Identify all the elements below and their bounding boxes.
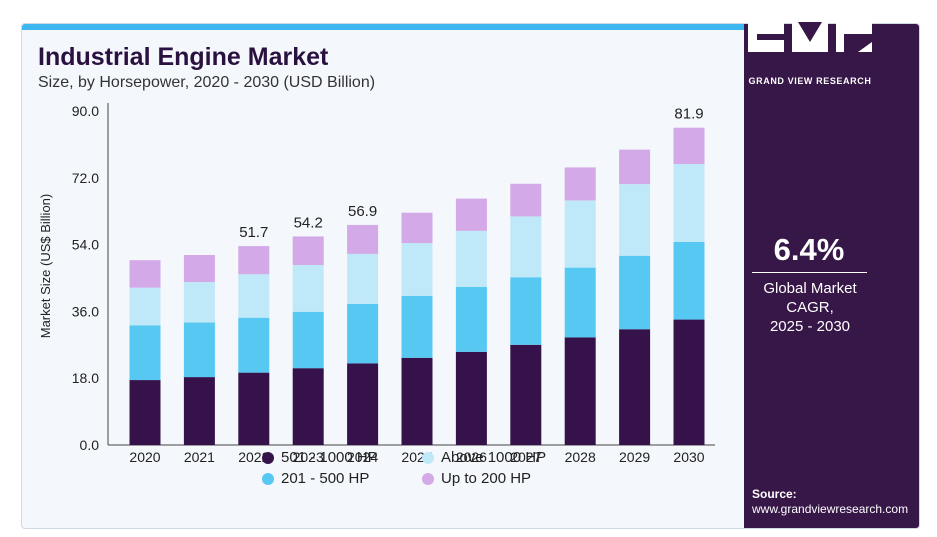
bar-segment-2023-2 — [292, 265, 324, 312]
legend-swatch-up-to-200 — [422, 472, 434, 485]
bar-segment-2029-0 — [619, 329, 651, 445]
bar-segment-2028-1 — [564, 267, 596, 338]
bar-segment-2022-3 — [238, 246, 270, 275]
bar-segment-2023-3 — [292, 236, 324, 266]
legend-item-201-500: 201 - 500 HP — [262, 470, 369, 487]
bar-segment-2020-2 — [129, 287, 161, 326]
y-tick-label: 18.0 — [72, 370, 99, 386]
accent-bar — [22, 24, 744, 30]
bar-segment-2024-2 — [347, 253, 379, 304]
legend-label-above-1000: Above 1000 HP — [441, 449, 547, 466]
bar-segment-2029-2 — [619, 184, 651, 256]
bar-segment-2029-1 — [619, 255, 651, 330]
cagr-label: Global Market CAGR, 2025 - 2030 — [740, 279, 880, 336]
y-tick-label: 0.0 — [80, 437, 100, 453]
cagr-value: 6.4% — [773, 232, 845, 267]
bar-segment-2026-3 — [455, 198, 487, 231]
source-label: Source: — [752, 487, 797, 501]
bar-segment-2020-1 — [129, 325, 161, 381]
y-tick-label: 36.0 — [72, 303, 99, 319]
chart-subtitle: Size, by Horsepower, 2020 - 2030 (USD Bi… — [38, 74, 376, 91]
side-panel — [744, 24, 919, 528]
bar-segment-2026-0 — [455, 351, 487, 445]
total-label-2022: 51.7 — [239, 224, 268, 241]
y-tick-label: 72.0 — [72, 170, 99, 186]
x-tick-label: 2021 — [184, 449, 215, 465]
bar-segment-2028-2 — [564, 200, 596, 268]
bar-segment-2028-0 — [564, 337, 596, 445]
cagr-label-line2: 2025 - 2030 — [769, 318, 851, 335]
legend-label-201-500: 201 - 500 HP — [281, 470, 370, 487]
total-label-2030: 81.9 — [674, 106, 703, 123]
x-tick-label: 2029 — [619, 449, 650, 465]
bar-segment-2026-2 — [455, 230, 487, 287]
x-tick-label: 2023 — [293, 449, 324, 465]
x-tick-label: 2030 — [673, 449, 704, 465]
bar-segment-2025-3 — [401, 212, 433, 244]
x-tick-label: 2020 — [129, 449, 160, 465]
bar-segment-2026-1 — [455, 286, 487, 352]
bar-segment-2021-0 — [183, 377, 215, 445]
total-label-2024: 56.9 — [348, 203, 377, 220]
brand-name: GRAND VIEW RESEARCH — [748, 76, 872, 86]
legend-item-up-to-200: Up to 200 HP — [422, 470, 531, 487]
bar-segment-2025-0 — [401, 357, 433, 445]
bar-segment-2025-1 — [401, 295, 433, 358]
legend-label-501-1000: 501 - 1000 HP — [281, 449, 378, 466]
bar-segment-2022-1 — [238, 317, 270, 373]
bar-segment-2021-2 — [183, 282, 215, 323]
source-url[interactable]: www.grandviewresearch.com — [752, 502, 909, 516]
total-label-2023: 54.2 — [294, 214, 323, 231]
y-tick-label: 54.0 — [72, 237, 99, 253]
x-tick-label: 2028 — [565, 449, 596, 465]
bar-segment-2023-1 — [292, 311, 324, 369]
bar-segment-2020-0 — [129, 380, 161, 445]
bar-segment-2020-3 — [129, 260, 161, 288]
legend-swatch-201-500 — [262, 472, 274, 485]
bar-segment-2030-0 — [673, 319, 705, 445]
x-tick-label: 2022 — [238, 449, 269, 465]
legend-item-above-1000: Above 1000 HP — [422, 449, 546, 466]
bar-segment-2022-2 — [238, 274, 270, 318]
y-tick-label: 90.0 — [72, 103, 99, 119]
bar-chart: 0.0 18.0 36.0 54.0 72.0 90.0 Market Size (US$ … — [38, 103, 715, 465]
bar-segment-2030-2 — [673, 164, 705, 243]
bar-segment-2027-3 — [510, 183, 542, 217]
bar-segment-2028-3 — [564, 167, 596, 201]
bar-segment-2024-0 — [347, 363, 379, 445]
y-axis-label: Market Size (US$ Billion) — [38, 194, 53, 339]
legend-label-up-to-200: Up to 200 HP — [441, 470, 532, 487]
bar-segment-2027-0 — [510, 344, 542, 445]
x-tick-label: 2027 — [510, 449, 541, 465]
x-tick-label: 2024 — [347, 449, 378, 465]
bar-segment-2021-3 — [183, 254, 215, 283]
bar-segment-2021-1 — [183, 322, 215, 378]
bar-segment-2027-2 — [510, 216, 542, 278]
bar-segment-2023-0 — [292, 368, 324, 445]
cagr-divider — [752, 272, 867, 273]
bar-segment-2030-1 — [673, 242, 705, 320]
grand-view-research-logo — [748, 22, 872, 52]
bar-segment-2022-0 — [238, 372, 270, 445]
chart-title: Industrial Engine Market — [38, 43, 329, 71]
bar-segment-2024-1 — [347, 303, 379, 364]
legend-item-501-1000: 501 - 1000 HP — [262, 449, 378, 466]
bar-segment-2024-3 — [347, 224, 379, 254]
x-tick-label: 2026 — [456, 449, 487, 465]
bar-segment-2029-3 — [619, 149, 651, 185]
bar-segment-2027-1 — [510, 277, 542, 345]
bar-segment-2025-2 — [401, 243, 433, 296]
legend-swatch-above-1000 — [422, 451, 434, 464]
legend-swatch-501-1000 — [262, 451, 274, 464]
cagr-label-line1: Global Market CAGR, — [763, 280, 857, 316]
bar-segment-2030-3 — [673, 127, 705, 165]
